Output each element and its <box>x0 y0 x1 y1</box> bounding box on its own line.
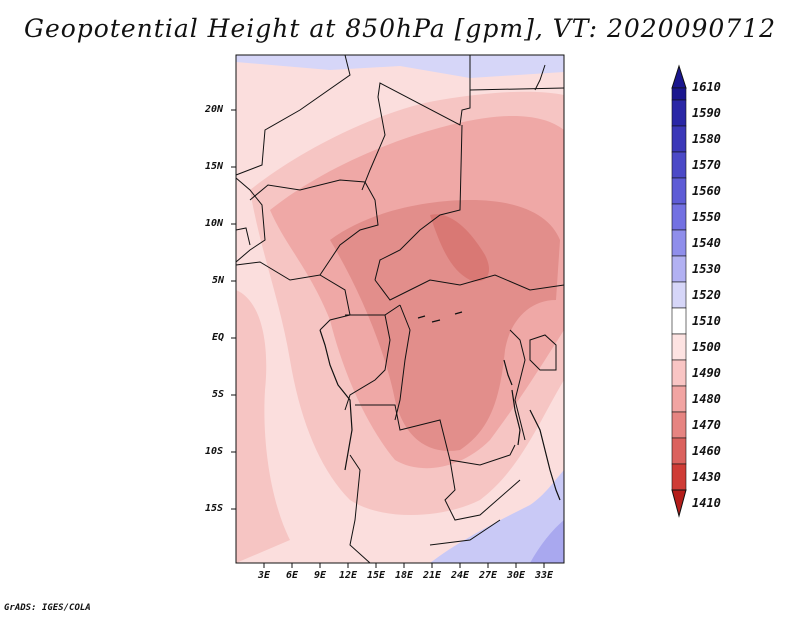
lon-ticks <box>263 563 545 568</box>
colorbar-label-1530: 1530 <box>692 262 721 276</box>
colorbar-segment-1480 <box>671 385 687 413</box>
high-south-region <box>430 470 564 563</box>
colorbar-segment-1470 <box>671 411 687 439</box>
colorbar-segment-1570 <box>671 151 687 179</box>
lat-label-10s: 10S <box>205 446 224 457</box>
colorbar: 1610 1590 1580 1570 1560 1550 1540 1530 1520 1510… <box>671 64 721 518</box>
lon-label-33e: 33E <box>535 570 554 581</box>
height-field <box>236 55 564 563</box>
lon-label-21e: 21E <box>423 570 442 581</box>
coast-and-lakes <box>319 311 561 501</box>
colorbar-label-1490: 1490 <box>692 366 721 380</box>
lon-label-12e: 12E <box>339 570 358 581</box>
colorbar-label-1430: 1430 <box>692 470 721 484</box>
colorbar-label-1520: 1520 <box>692 288 721 302</box>
colorbar-segment-1460 <box>671 437 687 465</box>
lat-label-eq: EQ <box>212 332 225 343</box>
map-frame <box>235 54 565 564</box>
colorbar-segment-1590 <box>671 99 687 127</box>
lon-label-30e: 30E <box>507 570 526 581</box>
lon-label-18e: 18E <box>395 570 414 581</box>
colorbar-segment-1560 <box>671 177 687 205</box>
colorbar-segment-1510 <box>671 307 687 335</box>
colorbar-label-1540: 1540 <box>692 236 721 250</box>
lat-label-5s: 5S <box>212 389 225 400</box>
west-pink-zone <box>236 290 290 563</box>
colorbar-label-1410: 1410 <box>692 496 721 510</box>
grads-credit: GrADS: IGES/COLA <box>4 603 91 613</box>
lon-label-15e: 15E <box>367 570 386 581</box>
colorbar-label-1550: 1550 <box>692 210 721 224</box>
deep-zone <box>330 200 560 451</box>
colorbar-label-1480: 1480 <box>692 392 721 406</box>
lat-label-5n: 5N <box>212 275 225 286</box>
lat-label-15n: 15N <box>205 161 224 172</box>
colorbar-label-1500: 1500 <box>692 340 721 354</box>
high-north-region <box>236 55 564 78</box>
colorbar-label-1610: 1610 <box>692 80 721 94</box>
lon-label-27e: 27E <box>479 570 498 581</box>
colorbar-segment-1580 <box>671 125 687 153</box>
lat-label-10n: 10N <box>205 218 224 229</box>
colorbar-label-1470: 1470 <box>692 418 721 432</box>
colorbar-segment-1540 <box>671 229 687 257</box>
map-title: Geopotential Height at 850hPa [gpm], VT:… <box>23 14 777 43</box>
colorbar-segment-1610 <box>671 87 687 101</box>
lat-label-15s: 15S <box>205 503 224 514</box>
colorbar-segment-1430 <box>671 463 687 491</box>
high-south-core <box>530 520 564 563</box>
colorbar-top-arrow <box>671 64 687 89</box>
colorbar-bottom-arrow <box>671 489 687 518</box>
trough-core <box>430 214 490 282</box>
lat-ticks <box>231 109 236 510</box>
colorbar-label-1570: 1570 <box>692 158 721 172</box>
colorbar-label-1460: 1460 <box>692 444 721 458</box>
lon-label-3e: 3E <box>258 570 271 581</box>
lon-label-24e: 24E <box>451 570 470 581</box>
lon-label-6e: 6E <box>286 570 299 581</box>
lat-label-20n: 20N <box>205 104 224 115</box>
colorbar-label-1560: 1560 <box>692 184 721 198</box>
colorbar-segment-1490 <box>671 359 687 387</box>
colorbar-segment-1520 <box>671 281 687 309</box>
colorbar-segment-1530 <box>671 255 687 283</box>
colorbar-label-1510: 1510 <box>692 314 721 328</box>
colorbar-label-1580: 1580 <box>692 132 721 146</box>
colorbar-segment-1550 <box>671 203 687 231</box>
country-borders <box>235 54 565 564</box>
colorbar-label-1590: 1590 <box>692 106 721 120</box>
lon-label-9e: 9E <box>314 570 327 581</box>
colorbar-segment-1500 <box>671 333 687 361</box>
